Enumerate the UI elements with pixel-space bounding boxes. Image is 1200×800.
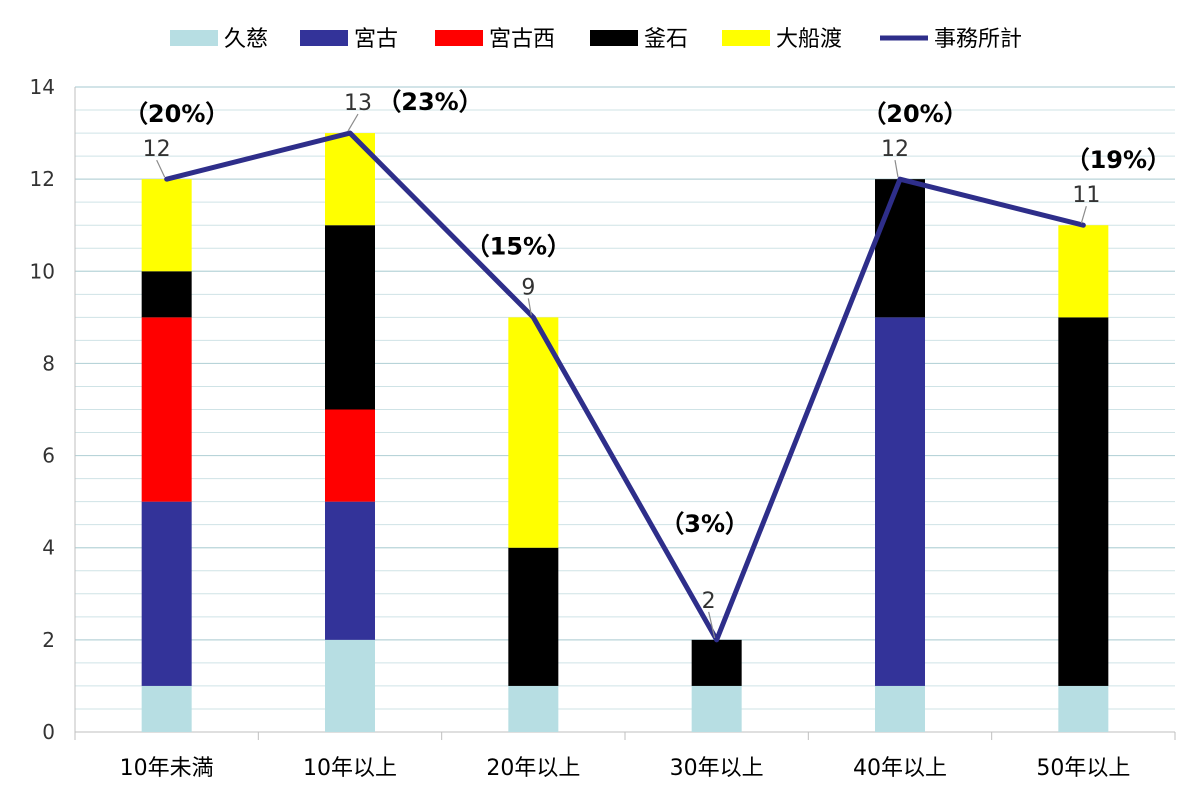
legend-swatch [170,30,218,46]
percent-label: （20%） [862,100,967,128]
percent-label: （23%） [377,88,482,116]
label-leader-line [894,160,899,178]
bar-segment [141,179,192,272]
legend-label: 釜石 [644,27,688,52]
bar-segment [875,685,925,732]
y-tick-label: 10 [30,259,55,283]
legend: 久慈 宮古 宮古西 釜石 大船渡 事務所計 [170,27,1022,52]
y-tick-label: 12 [30,167,55,191]
bar-segment [325,133,375,226]
total-line [164,130,1086,643]
legend-label: 大船渡 [776,27,842,52]
percent-label: （20%） [124,100,229,128]
total-line-path [164,130,1086,643]
bar-segment [508,685,559,732]
total-value-label: 9 [521,275,535,300]
bar-segment [1058,317,1109,686]
y-tick-label: 14 [30,75,55,99]
percent-label: （15%） [466,232,571,260]
percent-label: （19%） [1066,146,1171,174]
bar-segment [141,271,192,318]
legend-label: 久慈 [224,27,268,52]
bar-segment [325,639,375,732]
bar-segment [325,225,375,410]
bar-segment [1058,225,1109,318]
x-category-label: 50年以上 [1036,756,1130,781]
y-tick-label: 4 [42,536,55,560]
bar-segment [875,317,925,686]
total-value-label: 11 [1072,183,1100,208]
legend-swatch [590,30,638,46]
total-value-label: 2 [702,589,716,614]
bar-segment [325,501,375,640]
total-value-label: 13 [344,91,372,116]
label-leader-line [347,113,359,132]
total-value-label: 12 [881,137,909,162]
legend-label: 事務所計 [934,27,1022,52]
y-tick-label: 0 [42,720,55,744]
bar-segment [691,685,742,732]
y-tick-label: 8 [42,351,55,375]
y-tick-label: 2 [42,628,55,652]
y-axis: 0 2 4 6 8 10 12 14 [30,75,76,744]
x-category-label: 10年以上 [303,756,397,781]
y-tick-label: 6 [42,444,55,468]
label-leader-line [708,611,716,638]
x-category-label: 30年以上 [670,756,764,781]
bars [141,133,1109,732]
percent-label: （3%） [660,510,749,538]
bar-segment [141,685,192,732]
legend-swatch [300,30,348,46]
bar-segment [508,317,559,548]
legend-swatch [722,30,770,46]
bar-segment [141,501,192,686]
bar-segment [875,179,925,318]
label-leader-line [527,298,532,316]
x-category-label: 10年未満 [120,756,214,781]
gridlines [75,86,1175,710]
label-leader-line [156,159,166,178]
x-category-label: 40年以上 [853,756,947,781]
label-leader-line [1080,206,1087,224]
bar-segment [508,547,559,686]
legend-label: 宮古西 [489,27,555,52]
x-category-label: 20年以上 [486,756,580,781]
bar-segment [325,409,375,502]
bar-segment [141,317,192,502]
legend-swatch [435,30,483,46]
x-axis: 10年未満 10年以上 20年以上 30年以上 40年以上 50年以上 [74,731,1176,781]
legend-label: 宮古 [354,27,398,52]
total-value-label: 12 [143,137,171,162]
bar-segment [691,639,742,686]
data-labels: 12 （20%） 13 （23%） 9 （15%） 2 （3%） 12 （20%） 11 （19%） [124,88,1171,638]
bar-segment [1058,685,1109,732]
